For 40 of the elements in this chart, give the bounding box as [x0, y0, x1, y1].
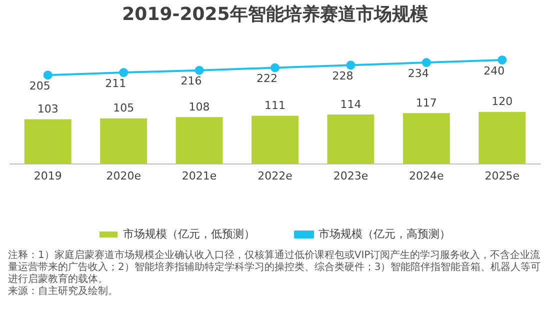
x-tick-label: 2022e	[258, 169, 293, 182]
bar	[327, 114, 374, 164]
data-label: 120	[492, 95, 513, 108]
text: 注释：1）家庭启蒙赛道市场规模企业确认收入口径，仅核算通过低价课程包或VIP订阅产生的学习服务收入，不含企业流量运营带来的广告收入；2）智能培养指辅助特定学科学习的操控类、综合类硬件；3）智能陪伴指智能音箱、机器人等可进行启蒙教育的载体。	[8, 250, 542, 286]
data-label: 105	[113, 102, 134, 115]
point	[119, 68, 128, 78]
x-tick-label: 2021e	[182, 169, 217, 182]
x-tick-label: 2020e	[106, 169, 142, 182]
bar	[252, 116, 298, 164]
x-tick-label: 2024e	[409, 169, 444, 182]
bar	[176, 117, 223, 164]
point	[43, 70, 52, 80]
data-label: 211	[105, 76, 126, 90]
data-label: 103	[37, 102, 58, 116]
x-tick-label: 2019	[34, 169, 62, 182]
legend-label: 市场规模（亿元，低预测）	[123, 227, 255, 240]
point	[346, 60, 356, 70]
point	[194, 66, 204, 75]
data-label: 222	[256, 72, 278, 86]
x-tick-label: 2025e	[484, 169, 520, 182]
data-label: 205	[29, 79, 50, 92]
bar	[24, 119, 72, 164]
chart-title: 2019-2025年智能培养赛道市场规模	[121, 3, 429, 27]
source-note: 来源：自主研究及绘制。	[8, 286, 119, 298]
data-label: 117	[416, 96, 437, 110]
data-label: 111	[264, 99, 286, 112]
data-label: 240	[484, 64, 505, 78]
data-label: 108	[188, 100, 210, 114]
data-label: 216	[180, 74, 202, 88]
bar	[402, 113, 450, 164]
bar	[478, 112, 526, 164]
data-label: 114	[340, 98, 362, 111]
point	[270, 63, 280, 72]
data-label: 234	[408, 66, 429, 80]
data-label: 228	[332, 70, 354, 83]
point	[422, 58, 431, 68]
bar	[100, 118, 148, 164]
x-tick-label: 2023e	[333, 169, 368, 182]
point	[498, 55, 507, 64]
legend-label: 市场规模（亿元，高预测）	[318, 227, 450, 240]
